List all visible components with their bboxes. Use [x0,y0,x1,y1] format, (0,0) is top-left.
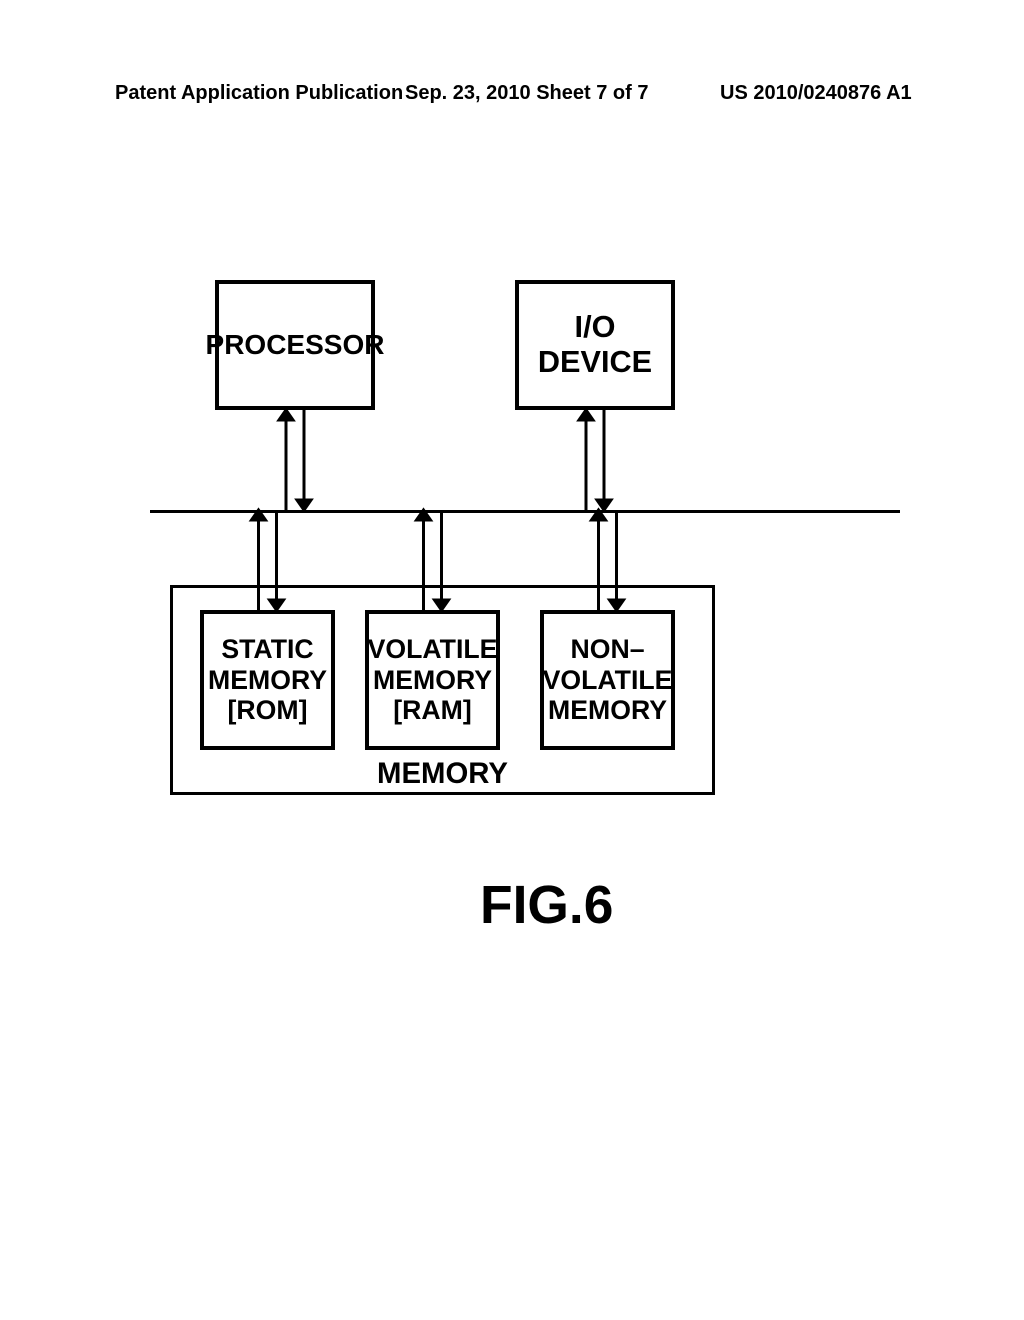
header-center: Sep. 23, 2010 Sheet 7 of 7 [405,82,648,105]
page: Patent Application Publication Sep. 23, … [0,0,1024,1320]
connector-lines [160,280,780,800]
header-left: Patent Application Publication [115,82,403,105]
header-right: US 2010/0240876 A1 [720,82,912,105]
block-diagram: PROCESSOR I/ODEVICE STATICMEMORY[ROM] VO… [160,280,780,800]
figure-label: FIG.6 [480,875,613,936]
